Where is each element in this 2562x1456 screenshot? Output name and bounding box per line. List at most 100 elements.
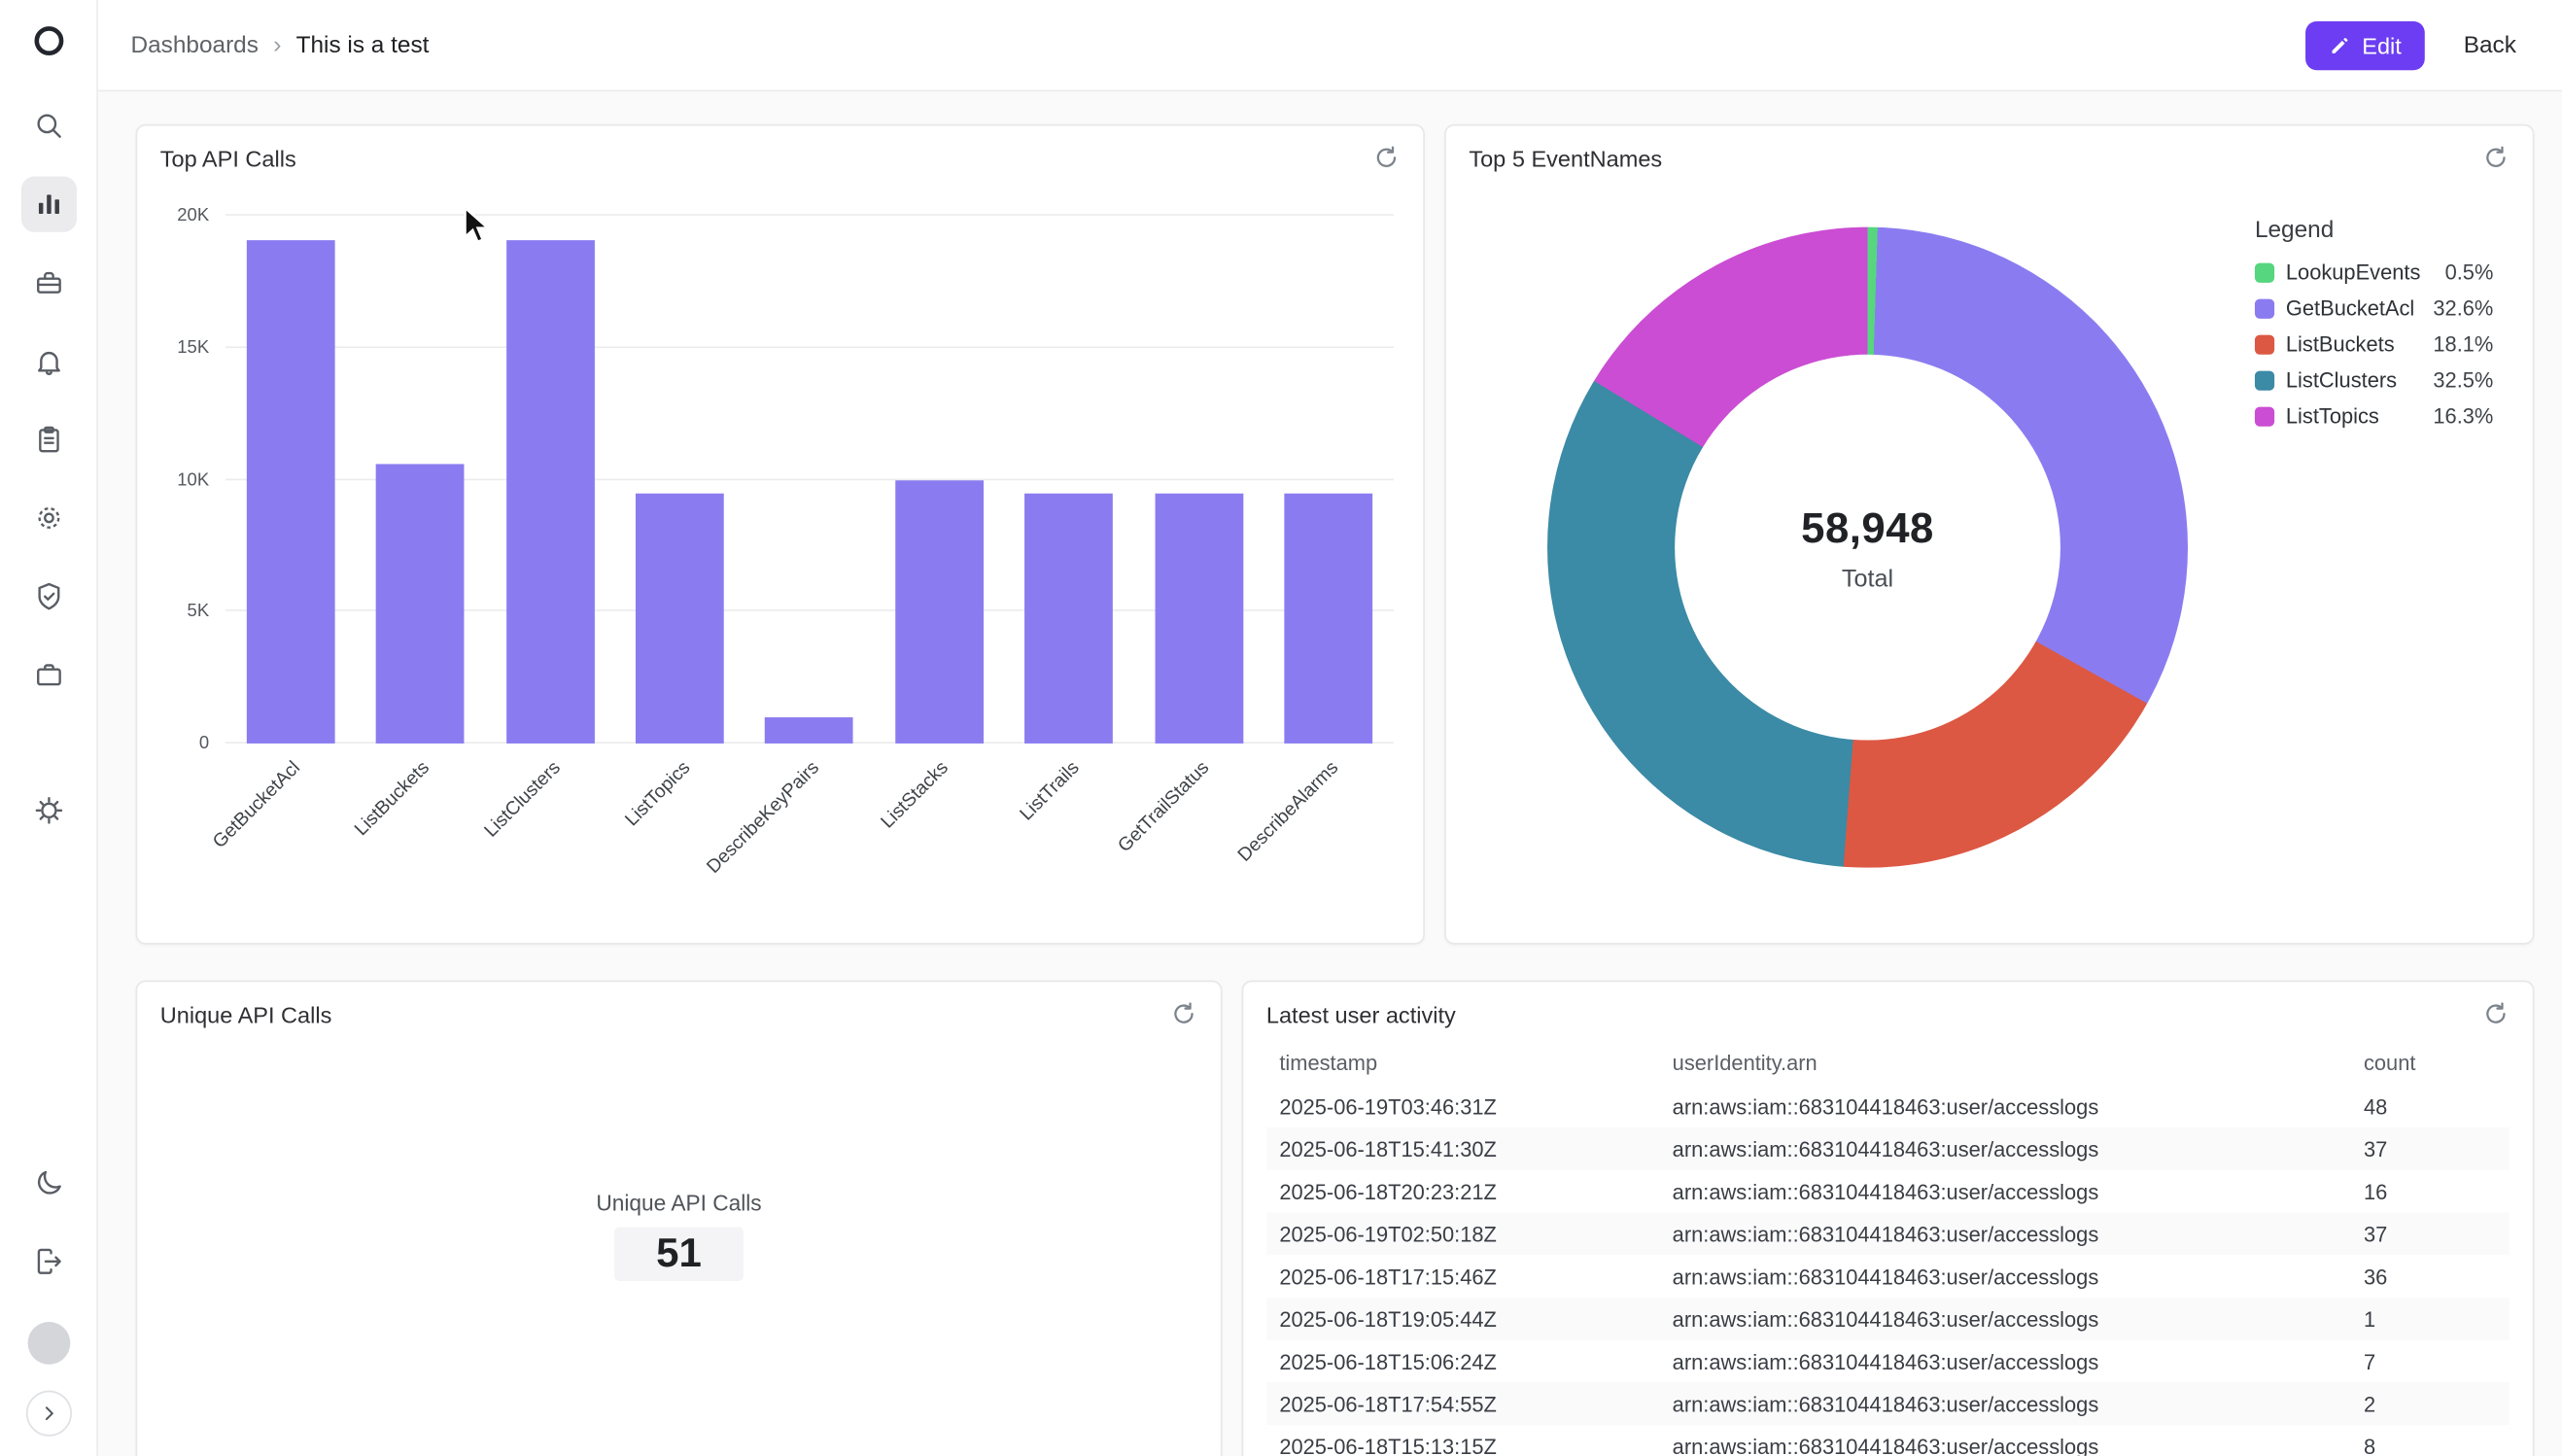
expand-icon[interactable] [25,1390,72,1437]
cell-useridentity-arn: arn:aws:iam::683104418463:user/accesslog… [1672,1178,2099,1204]
cell-timestamp: 2025-06-18T17:54:55Z [1279,1391,1497,1416]
y-tick-label: 5K [187,602,210,622]
logout-icon[interactable] [20,1233,76,1289]
legend-item[interactable]: ListClusters 32.5% [2254,367,2493,393]
cell-count: 16 [2363,1178,2388,1204]
bar-column[interactable]: ListBuckets [352,216,486,840]
iam-icon[interactable] [20,569,76,624]
bar[interactable] [765,716,854,744]
bar[interactable] [1155,492,1243,744]
legend-name: ListClusters [2285,367,2398,393]
bar[interactable] [246,239,335,744]
table-row[interactable]: 2025-06-19T02:50:18Z arn:aws:iam::6831044… [1265,1212,2510,1256]
legend-percentage: 0.5% [2444,260,2494,285]
bar-plot: GetBucketAcl ListBuckets ListClusters ListT… [210,214,1394,878]
bar[interactable] [635,492,724,744]
panel-header: Latest user activity [1243,982,2532,1037]
donut-chart[interactable]: 58,948 Total [1547,226,2189,868]
bar-column[interactable]: ListStacks [875,216,1005,833]
table-row[interactable]: 2025-06-18T17:54:55Z arn:aws:iam::6831044… [1265,1382,2510,1425]
settings-icon[interactable] [20,782,76,838]
legend-item[interactable]: LookupEvents 0.5% [2254,260,2494,285]
bar-column[interactable]: GetBucketAcl [210,216,356,852]
edit-button-label: Edit [2362,31,2402,58]
panel-title: Top 5 EventNames [1469,144,1663,171]
panel-latest-user-activity: Latest user activity timestamp userIdent… [1241,980,2535,1456]
donut-total-label: Total [1841,564,1894,593]
x-tick-label: DescribeKeyPairs [704,758,824,878]
table-row[interactable]: 2025-06-18T17:15:46Z arn:aws:iam::6831044… [1266,1255,2510,1298]
gridline [225,609,1394,612]
bar[interactable] [895,479,984,744]
cell-timestamp: 2025-06-18T15:13:15Z [1279,1434,1497,1456]
cell-useridentity-arn: arn:aws:iam::683104418463:user/accesslog… [1672,1136,2099,1161]
back-button[interactable]: Back [2450,22,2529,68]
topbar: Dashboards › This is a test Edit Back [97,0,2562,92]
bar[interactable] [1284,492,1373,744]
panel-header: Top API Calls [137,125,1423,181]
table-row[interactable]: 2025-06-18T20:23:21Z arn:aws:iam::6831044… [1266,1170,2510,1213]
bar[interactable] [375,464,465,744]
refresh-icon[interactable] [1170,1000,1198,1028]
theme-moon-icon[interactable] [20,1156,76,1211]
legend-swatch [2254,369,2275,390]
legend-swatch [2254,297,2275,318]
metric-value: 51 [613,1227,744,1281]
legend-percentage: 18.1% [2433,331,2494,357]
table-row[interactable]: 2025-06-18T15:13:15Z arn:aws:iam::6831044… [1266,1425,2510,1456]
cell-useridentity-arn: arn:aws:iam::683104418463:user/accesslog… [1672,1348,2099,1373]
refresh-icon[interactable] [1372,144,1401,172]
panel-header: Top 5 EventNames [1446,125,2533,181]
logs-icon[interactable] [20,412,76,468]
breadcrumb: Dashboards › This is a test [130,31,429,59]
refresh-icon[interactable] [2482,144,2510,172]
x-tick-label: ListBuckets [352,758,434,841]
table-row[interactable]: 2025-06-18T15:41:30Z arn:aws:iam::6831044… [1265,1127,2510,1170]
cell-count: 37 [2363,1136,2388,1161]
legend-percentage: 32.6% [2433,295,2494,321]
bar-column[interactable]: DescribeAlarms [1235,216,1394,866]
cell-count: 7 [2363,1348,2376,1373]
bar-column[interactable]: ListTopics [615,216,745,830]
gridline [225,477,1394,480]
breadcrumb-current: This is a test [295,31,430,58]
edit-button[interactable]: Edit [2304,20,2425,70]
alerts-icon[interactable] [20,333,76,389]
cell-timestamp: 2025-06-18T15:41:30Z [1279,1136,1497,1161]
legend-item[interactable]: GetBucketAcl 32.6% [2254,295,2494,321]
cell-useridentity-arn: arn:aws:iam::683104418463:user/accesslog… [1672,1093,2099,1119]
bar[interactable] [1024,492,1114,744]
activity-table: timestamp userIdentity.arn count 2025-06… [1265,1041,2510,1456]
gridline [225,345,1394,348]
bar-column[interactable]: GetTrailStatus [1115,216,1264,856]
x-tick-label: DescribeAlarms [1234,758,1343,866]
column-header-count[interactable]: count [2363,1050,2416,1076]
refresh-icon[interactable] [2482,1000,2510,1028]
legend-item[interactable]: ListBuckets 18.1% [2254,331,2494,357]
bar-column[interactable]: ListClusters [480,216,615,842]
cell-timestamp: 2025-06-19T02:50:18Z [1279,1221,1497,1246]
table-row[interactable]: 2025-06-18T19:05:44Z arn:aws:iam::6831044… [1265,1297,2510,1340]
legend-swatch [2254,405,2275,426]
management-icon[interactable] [20,647,76,703]
bar-chart: 0 5K 10K 15K 20K GetBucketAcl ListBuckets List… [160,201,1401,926]
bar-column[interactable]: DescribeKeyPairs [704,216,875,878]
legend-title: Legend [2254,217,2335,244]
pipelines-icon[interactable] [20,490,76,545]
ingestion-icon[interactable] [20,255,76,310]
table-row[interactable]: 2025-06-18T15:06:24Z arn:aws:iam::6831044… [1266,1340,2510,1383]
bar[interactable] [505,239,595,744]
dashboards-icon[interactable] [20,176,77,232]
app-logo[interactable] [30,23,66,59]
avatar[interactable] [26,1322,70,1365]
table-row[interactable]: 2025-06-19T03:46:31Z arn:aws:iam::6831044… [1266,1085,2510,1127]
breadcrumb-dashboards[interactable]: Dashboards [130,31,259,58]
legend-item[interactable]: ListTopics 16.3% [2254,403,2493,428]
panel-title: Unique API Calls [159,1000,332,1027]
column-header-useridentity-arn[interactable]: userIdentity.arn [1672,1050,1818,1076]
bar-column[interactable]: ListTrails [1004,216,1134,825]
search-icon[interactable] [20,98,76,154]
donut-total-value: 58,948 [1801,502,1934,552]
column-header-timestamp[interactable]: timestamp [1279,1050,1378,1076]
activity-table-body: 2025-06-19T03:46:31Z arn:aws:iam::6831044… [1265,1085,2510,1456]
